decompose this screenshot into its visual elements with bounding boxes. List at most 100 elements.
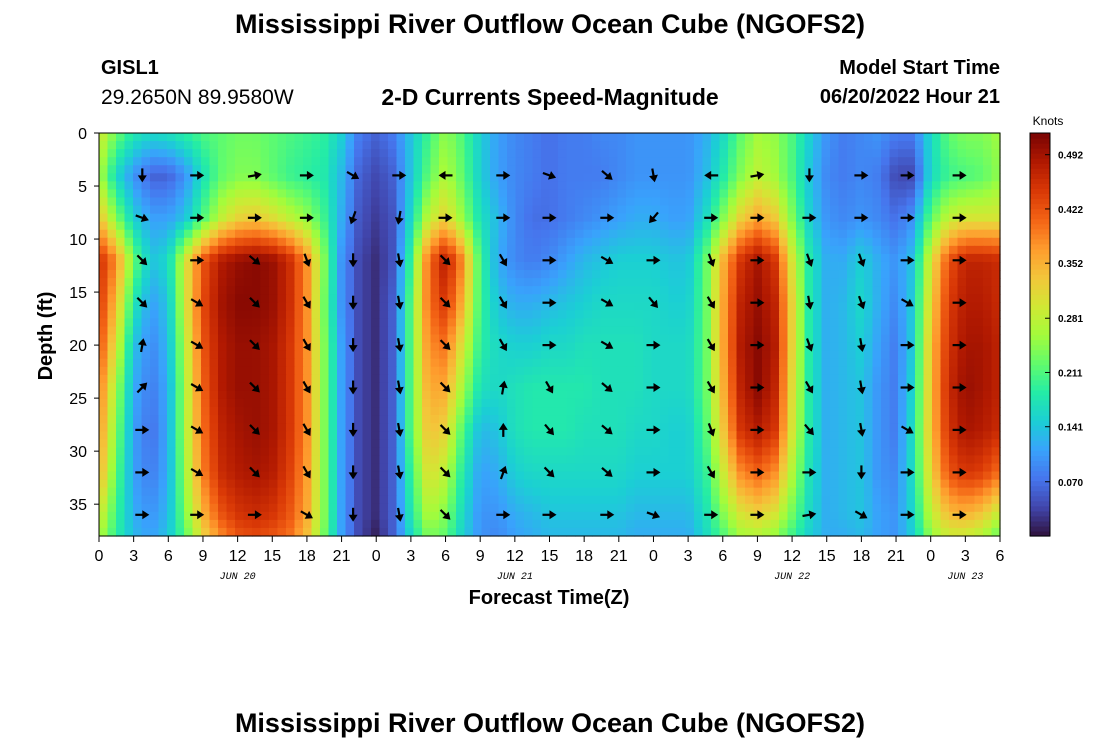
heatmap-cell	[541, 286, 551, 295]
heatmap-cell	[277, 463, 287, 473]
heatmap-cell	[371, 173, 381, 182]
heatmap-cell	[175, 141, 185, 150]
heatmap-cell	[558, 165, 568, 174]
heatmap-cell	[966, 374, 976, 384]
heatmap-cell	[821, 294, 831, 303]
heatmap-cell	[107, 213, 117, 223]
heatmap-cell	[243, 205, 253, 215]
heatmap-cell	[668, 197, 678, 207]
heatmap-cell	[609, 157, 619, 166]
heatmap-cell	[668, 479, 678, 489]
heatmap-cell	[932, 302, 942, 311]
heatmap-cell	[702, 157, 712, 166]
heatmap-cell	[184, 229, 194, 239]
heatmap-cell	[541, 358, 551, 368]
heatmap-cell	[345, 205, 355, 215]
heatmap-cell	[303, 398, 313, 408]
heatmap-cell	[855, 374, 865, 384]
heatmap-cell	[728, 415, 738, 424]
heatmap-cell	[983, 149, 993, 158]
heatmap-cell	[770, 334, 780, 344]
heatmap-cell	[915, 326, 925, 336]
heatmap-cell	[124, 487, 134, 497]
heatmap-cell	[99, 495, 109, 505]
heatmap-cell	[99, 350, 109, 360]
heatmap-cell	[923, 205, 933, 215]
heatmap-cell	[651, 495, 661, 505]
heatmap-cell	[626, 302, 636, 311]
heatmap-cell	[413, 503, 423, 513]
heatmap-cell	[719, 463, 729, 473]
heatmap-cell	[830, 342, 840, 352]
heatmap-cell	[575, 294, 585, 303]
heatmap-cell	[974, 261, 984, 271]
heatmap-cell	[439, 141, 449, 150]
heatmap-cell	[226, 503, 236, 513]
heatmap-cell	[116, 407, 126, 416]
heatmap-cell	[549, 189, 559, 199]
heatmap-cell	[949, 157, 959, 166]
heatmap-cell	[923, 382, 933, 392]
heatmap-cell	[303, 374, 313, 384]
heatmap-cell	[940, 447, 950, 456]
heatmap-cell	[821, 149, 831, 158]
heatmap-cell	[201, 407, 211, 416]
heatmap-cell	[490, 221, 500, 231]
heatmap-cell	[575, 447, 585, 456]
heatmap-cell	[940, 253, 950, 263]
heatmap-cell	[379, 310, 389, 319]
heatmap-cell	[889, 245, 899, 255]
heatmap-cell	[753, 205, 763, 215]
heatmap-cell	[337, 390, 347, 400]
heatmap-cell	[175, 463, 185, 473]
heatmap-cell	[983, 157, 993, 166]
heatmap-cell	[430, 463, 440, 473]
heatmap-cell	[626, 503, 636, 513]
heatmap-cell	[864, 431, 874, 440]
heatmap-cell	[592, 390, 602, 400]
heatmap-cell	[957, 366, 967, 376]
heatmap-cell	[940, 261, 950, 271]
heatmap-cell	[668, 326, 678, 336]
heatmap-cell	[694, 294, 704, 303]
heatmap-cell	[243, 398, 253, 408]
heatmap-cell	[481, 390, 491, 400]
heatmap-cell	[320, 374, 330, 384]
heatmap-cell	[413, 278, 423, 287]
heatmap-cell	[872, 374, 882, 384]
heatmap-cell	[974, 455, 984, 465]
heatmap-cell	[541, 447, 551, 456]
heatmap-cell	[626, 350, 636, 360]
heatmap-cell	[719, 261, 729, 271]
heatmap-cell	[617, 278, 627, 287]
heatmap-cell	[940, 245, 950, 255]
heatmap-cell	[855, 487, 865, 497]
heatmap-cell	[898, 253, 908, 263]
heatmap-cell	[609, 326, 619, 336]
heatmap-cell	[787, 221, 797, 231]
heatmap-cell	[762, 253, 772, 263]
heatmap-cell	[209, 358, 219, 368]
heatmap-cell	[184, 382, 194, 392]
heatmap-cell	[770, 165, 780, 174]
heatmap-cell	[966, 286, 976, 295]
heatmap-cell	[830, 366, 840, 376]
heatmap-cell	[354, 157, 364, 166]
heatmap-cell	[566, 390, 576, 400]
heatmap-cell	[583, 398, 593, 408]
heatmap-cell	[226, 270, 236, 279]
heatmap-cell	[745, 237, 755, 247]
heatmap-cell	[915, 294, 925, 303]
heatmap-cell	[337, 382, 347, 392]
heatmap-cell	[294, 495, 304, 505]
heatmap-cell	[473, 286, 483, 295]
heatmap-cell	[124, 197, 134, 207]
heatmap-cell	[192, 463, 202, 473]
heatmap-cell	[99, 382, 109, 392]
heatmap-cell	[447, 253, 457, 263]
heatmap-cell	[99, 447, 109, 456]
heatmap-cell	[430, 439, 440, 448]
heatmap-cell	[328, 471, 338, 481]
heatmap-cell	[702, 141, 712, 150]
heatmap-cell	[566, 229, 576, 239]
